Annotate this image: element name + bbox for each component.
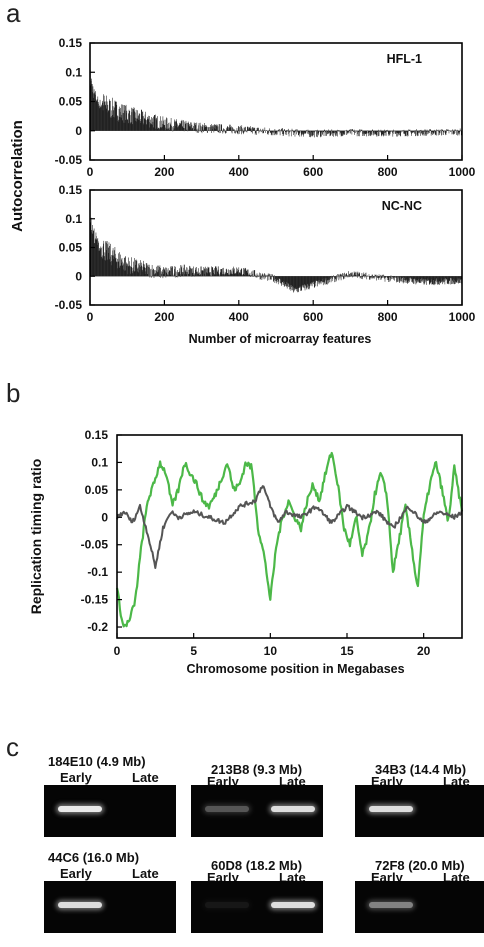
y-tick-label: -0.2 [87, 620, 108, 634]
x-tick-label: 200 [154, 165, 174, 179]
y-tick-label: 0.1 [91, 455, 108, 469]
y-tick-label: 0 [75, 124, 82, 138]
x-tick-label: 10 [264, 644, 278, 658]
y-tick-label: 0.1 [65, 212, 82, 226]
x-tick-label: 800 [378, 165, 398, 179]
y-tick-label: -0.05 [55, 153, 83, 167]
lane-label-late: Late [132, 770, 159, 785]
x-tick-label: 600 [303, 310, 323, 324]
y-axis-label: Autocorrelation [9, 120, 26, 232]
y-tick-label: -0.1 [87, 565, 108, 579]
gel-title: 34B3 (14.4 Mb) [375, 762, 467, 777]
y-tick-label: 0.15 [59, 183, 83, 197]
gel-image [191, 785, 323, 837]
series-annotation: HFL-1 [387, 52, 422, 66]
y-axis-label: Replication timing ratio [28, 459, 44, 615]
y-tick-label: 0.15 [59, 36, 83, 50]
gel-title: 60D8 (18.2 Mb) [211, 858, 303, 873]
gel-image [191, 881, 323, 933]
y-tick-label: -0.05 [81, 538, 109, 552]
gel-title: 213B8 (9.3 Mb) [211, 762, 303, 777]
x-tick-label: 1000 [449, 165, 476, 179]
panel-label-b: b [6, 378, 21, 408]
plot-frame [116, 434, 463, 639]
gel-title: 72F8 (20.0 Mb) [375, 858, 465, 873]
series-line-green [115, 451, 464, 628]
x-tick-label: 1000 [449, 310, 476, 324]
band-late [271, 902, 315, 908]
lane-label-early: Early [60, 866, 92, 881]
x-axis-label: Chromosome position in Megabases [186, 662, 404, 676]
x-tick-label: 400 [229, 165, 249, 179]
lane-label-late: Late [132, 866, 159, 881]
band-early [58, 806, 102, 812]
gel-panel: 184E10 (4.9 Mb) Early Late 213B8 (9.3 Mb) Ea… [0, 754, 484, 947]
x-tick-label: 600 [303, 165, 323, 179]
band-early [369, 806, 413, 812]
panel-label-a: a [6, 0, 21, 28]
series-annotation: NC-NC [382, 199, 422, 213]
x-tick-label: 5 [190, 644, 197, 658]
band-early [205, 806, 249, 812]
x-tick-label: 0 [114, 644, 121, 658]
replication-plot: -0.2 -0.15 -0.1 -0.05 0 0.05 0.1 0.15 0 5 10 15 20 Ch… [28, 428, 464, 676]
y-tick-label: 0 [101, 510, 108, 524]
y-tick-label: -0.05 [55, 298, 83, 312]
series-line-gray [116, 485, 463, 569]
gel-image [355, 785, 484, 837]
y-tick-label: 0 [75, 269, 82, 283]
band-early [58, 902, 102, 908]
x-tick-label: 800 [378, 310, 398, 324]
y-tick-label: 0.1 [65, 65, 82, 79]
x-tick-label: 0 [87, 310, 94, 324]
y-tick-label: -0.15 [81, 593, 109, 607]
y-tick-label: 0.05 [85, 483, 109, 497]
band-late [271, 806, 315, 812]
x-tick-label: 200 [154, 310, 174, 324]
x-axis-label: Number of microarray features [189, 332, 372, 346]
gel-image [355, 881, 484, 933]
lane-label-early: Early [60, 770, 92, 785]
x-tick-label: 0 [87, 165, 94, 179]
x-tick-label: 400 [229, 310, 249, 324]
y-tick-label: 0.05 [59, 241, 83, 255]
x-tick-label: 15 [340, 644, 354, 658]
band-early [369, 902, 413, 908]
gel-title: 184E10 (4.9 Mb) [48, 754, 146, 769]
autocorr-chart-hfl1: -0.05 0 0.05 0.1 0.15 0 200 400 600 800 1000 HFL-1 [55, 36, 476, 179]
y-tick-label: 0.15 [85, 428, 109, 442]
band-early [205, 902, 249, 908]
autocorr-chart-ncnc: -0.05 0 0.05 0.1 0.15 0 200 400 600 800 1000 NC-NC N… [55, 183, 476, 346]
gel-image [44, 785, 176, 837]
gel-title: 44C6 (16.0 Mb) [48, 850, 140, 865]
gel-image [44, 881, 176, 933]
replication-timing-chart: -0.2 -0.15 -0.1 -0.05 0 0.05 0.1 0.15 0 5 10 15 20 Ch… [28, 428, 464, 676]
x-tick-label: 20 [417, 644, 431, 658]
panel-label-c: c [6, 732, 19, 762]
y-tick-label: 0.05 [59, 95, 83, 109]
